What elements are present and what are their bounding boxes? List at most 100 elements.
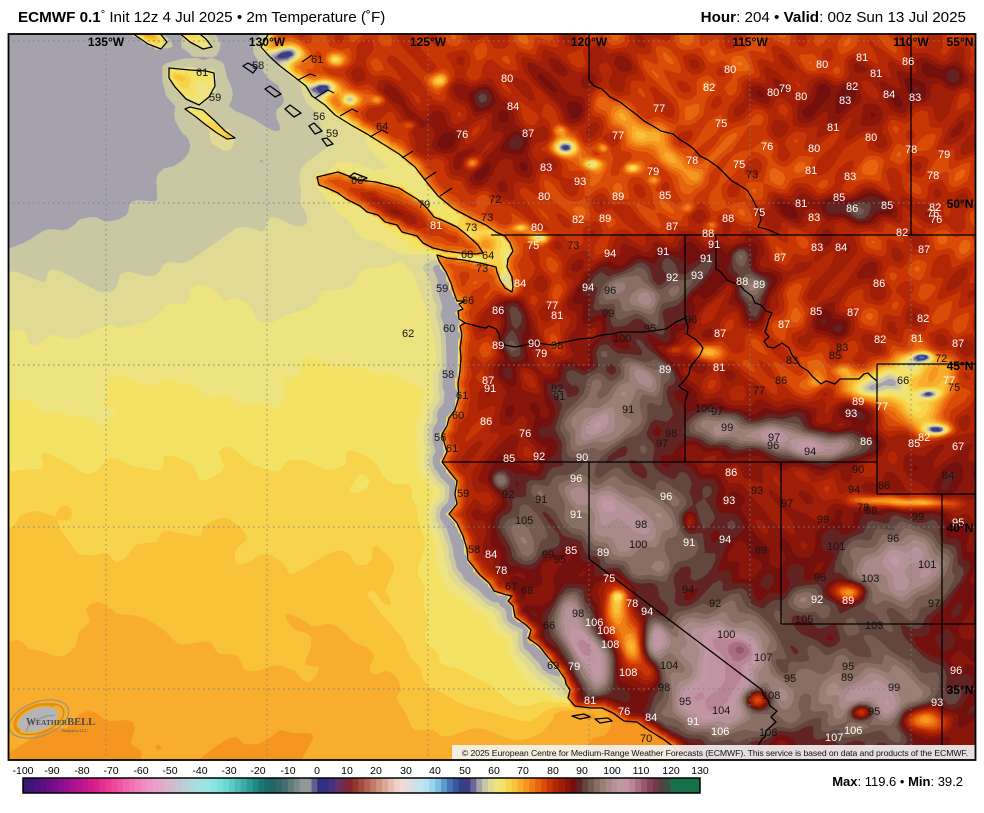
svg-text:89: 89 (842, 595, 854, 607)
svg-text:89: 89 (612, 191, 624, 203)
svg-text:89: 89 (841, 672, 853, 684)
svg-text:96: 96 (814, 572, 826, 584)
svg-text:-80: -80 (74, 765, 89, 777)
svg-text:82: 82 (846, 81, 858, 93)
svg-text:101: 101 (918, 559, 936, 571)
svg-text:90: 90 (576, 452, 588, 464)
svg-text:84: 84 (507, 101, 519, 113)
svg-text:108: 108 (759, 727, 777, 739)
svg-text:83: 83 (786, 355, 798, 367)
svg-text:104: 104 (712, 705, 730, 717)
svg-text:87: 87 (482, 375, 494, 387)
svg-text:103: 103 (861, 573, 879, 585)
svg-text:99: 99 (542, 549, 554, 561)
svg-text:97: 97 (928, 598, 940, 610)
svg-text:82: 82 (918, 432, 930, 444)
svg-text:66: 66 (543, 620, 555, 632)
svg-text:96: 96 (950, 665, 962, 677)
svg-text:79: 79 (647, 166, 659, 178)
svg-text:87: 87 (666, 221, 678, 233)
svg-text:84: 84 (514, 278, 526, 290)
svg-text:96: 96 (660, 491, 672, 503)
svg-text:92: 92 (533, 451, 545, 463)
svg-text:-70: -70 (103, 765, 118, 777)
svg-text:80: 80 (538, 191, 550, 203)
svg-text:66: 66 (351, 175, 363, 187)
svg-text:78: 78 (927, 170, 939, 182)
svg-text:83: 83 (839, 95, 851, 107)
svg-text:90: 90 (852, 464, 864, 476)
svg-text:98: 98 (551, 340, 563, 352)
svg-text:Analytics LLC: Analytics LLC (61, 728, 88, 733)
svg-text:84: 84 (835, 242, 847, 254)
svg-text:97: 97 (768, 432, 780, 444)
svg-text:97: 97 (656, 438, 668, 450)
svg-text:61: 61 (311, 54, 323, 66)
svg-text:83: 83 (909, 92, 921, 104)
svg-text:88: 88 (702, 228, 714, 240)
svg-text:95: 95 (784, 673, 796, 685)
svg-text:67: 67 (952, 441, 964, 453)
svg-text:82: 82 (896, 227, 908, 239)
svg-text:-90: -90 (44, 765, 59, 777)
svg-text:88: 88 (736, 276, 748, 288)
svg-text:82: 82 (874, 334, 886, 346)
svg-text:106: 106 (711, 726, 729, 738)
svg-text:80: 80 (865, 132, 877, 144)
svg-text:100: 100 (629, 539, 647, 551)
svg-text:64: 64 (376, 121, 388, 133)
svg-text:55°N: 55°N (947, 35, 974, 49)
svg-text:56: 56 (434, 432, 446, 444)
svg-text:76: 76 (519, 428, 531, 440)
svg-text:61: 61 (196, 67, 208, 79)
svg-text:83: 83 (836, 342, 848, 354)
svg-text:78: 78 (857, 502, 869, 514)
svg-text:90: 90 (576, 765, 588, 777)
svg-text:40: 40 (429, 765, 441, 777)
svg-text:89: 89 (852, 396, 864, 408)
svg-text:78: 78 (626, 598, 638, 610)
svg-text:59: 59 (457, 488, 469, 500)
svg-text:91: 91 (484, 383, 496, 395)
svg-text:35°N: 35°N (947, 683, 974, 697)
svg-text:91: 91 (700, 253, 712, 265)
svg-text:95: 95 (952, 517, 964, 529)
svg-text:81: 81 (870, 68, 882, 80)
svg-text:93: 93 (723, 495, 735, 507)
svg-text:108: 108 (597, 625, 615, 637)
svg-text:58: 58 (442, 369, 454, 381)
svg-text:81: 81 (713, 362, 725, 374)
svg-text:84: 84 (883, 89, 895, 101)
svg-text:115°W: 115°W (732, 35, 768, 49)
svg-text:61: 61 (446, 443, 458, 455)
svg-text:75: 75 (733, 159, 745, 171)
svg-text:95: 95 (554, 554, 566, 566)
svg-text:80: 80 (767, 87, 779, 99)
svg-text:-40: -40 (192, 765, 207, 777)
svg-text:-100: -100 (12, 765, 33, 777)
svg-text:98: 98 (635, 519, 647, 531)
svg-text:85: 85 (908, 438, 920, 450)
svg-text:76: 76 (456, 129, 468, 141)
svg-text:83: 83 (811, 242, 823, 254)
svg-text:78: 78 (495, 565, 507, 577)
svg-text:45°N: 45°N (947, 359, 974, 373)
svg-text:58: 58 (252, 60, 264, 72)
svg-text:84: 84 (942, 470, 954, 482)
svg-text:105: 105 (795, 614, 813, 626)
svg-text:98: 98 (572, 608, 584, 620)
svg-text:64: 64 (482, 250, 494, 262)
svg-text:79: 79 (938, 149, 950, 161)
svg-text:94: 94 (604, 248, 616, 260)
svg-text:91: 91 (570, 509, 582, 521)
svg-text:80: 80 (795, 91, 807, 103)
svg-text:76: 76 (927, 208, 939, 220)
svg-text:98: 98 (665, 428, 677, 440)
svg-text:81: 81 (805, 165, 817, 177)
svg-text:85: 85 (810, 306, 822, 318)
svg-text:87: 87 (847, 307, 859, 319)
svg-text:95: 95 (644, 323, 656, 335)
svg-text:120: 120 (662, 765, 680, 777)
svg-text:79: 79 (535, 348, 547, 360)
svg-text:110: 110 (633, 765, 650, 777)
